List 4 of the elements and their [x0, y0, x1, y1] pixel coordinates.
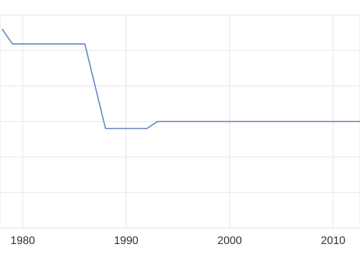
x-tick-label: 2010: [320, 234, 346, 247]
x-tick-label: 2000: [217, 234, 242, 247]
x-tick-label: 1980: [10, 234, 35, 247]
x-tick-label: 1990: [114, 234, 138, 247]
